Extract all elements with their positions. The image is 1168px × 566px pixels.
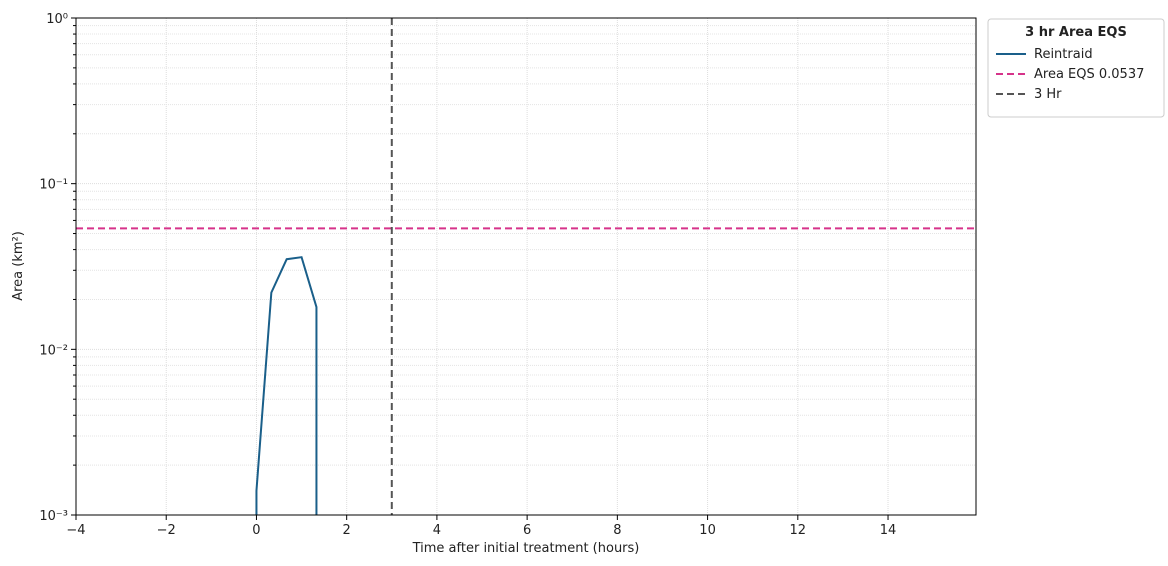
x-tick-label: −2 bbox=[157, 523, 176, 538]
x-tick-label: 14 bbox=[880, 523, 897, 538]
x-tick-label: 6 bbox=[523, 523, 531, 538]
x-tick-label: 10 bbox=[699, 523, 716, 538]
x-axis-label: Time after initial treatment (hours) bbox=[412, 541, 640, 556]
x-tick-label: 2 bbox=[343, 523, 351, 538]
x-tick-label: 0 bbox=[252, 523, 260, 538]
legend-label: 3 Hr bbox=[1034, 87, 1062, 102]
legend: 3 hr Area EQS Reintraid Area EQS 0.0537 3 … bbox=[987, 18, 1165, 118]
legend-box bbox=[987, 18, 1165, 118]
y-tick-label: 10⁻² bbox=[39, 343, 68, 358]
x-tick-label: 8 bbox=[613, 523, 621, 538]
line-series bbox=[255, 256, 318, 515]
y-tick-label: 10⁻¹ bbox=[39, 178, 68, 193]
x-tick-label: 12 bbox=[790, 523, 807, 538]
grid bbox=[75, 17, 976, 516]
legend-label: Reintraid bbox=[1034, 47, 1093, 62]
legend-title: 3 hr Area EQS bbox=[1025, 25, 1127, 40]
x-tick-label: −4 bbox=[66, 523, 85, 538]
plot-area bbox=[76, 18, 976, 515]
y-axis-label: Area (km²) bbox=[11, 231, 26, 301]
legend-label: Area EQS 0.0537 bbox=[1034, 67, 1144, 82]
plot-frame bbox=[75, 17, 977, 516]
axes: −4 −2 0 2 4 6 8 10 12 14 10⁻³ 10⁻² 10⁻¹ 10⁰ bbox=[39, 12, 896, 538]
y-tick-label: 10⁰ bbox=[46, 12, 68, 27]
y-tick-label: 10⁻³ bbox=[39, 509, 68, 524]
x-tick-label: 4 bbox=[433, 523, 441, 538]
